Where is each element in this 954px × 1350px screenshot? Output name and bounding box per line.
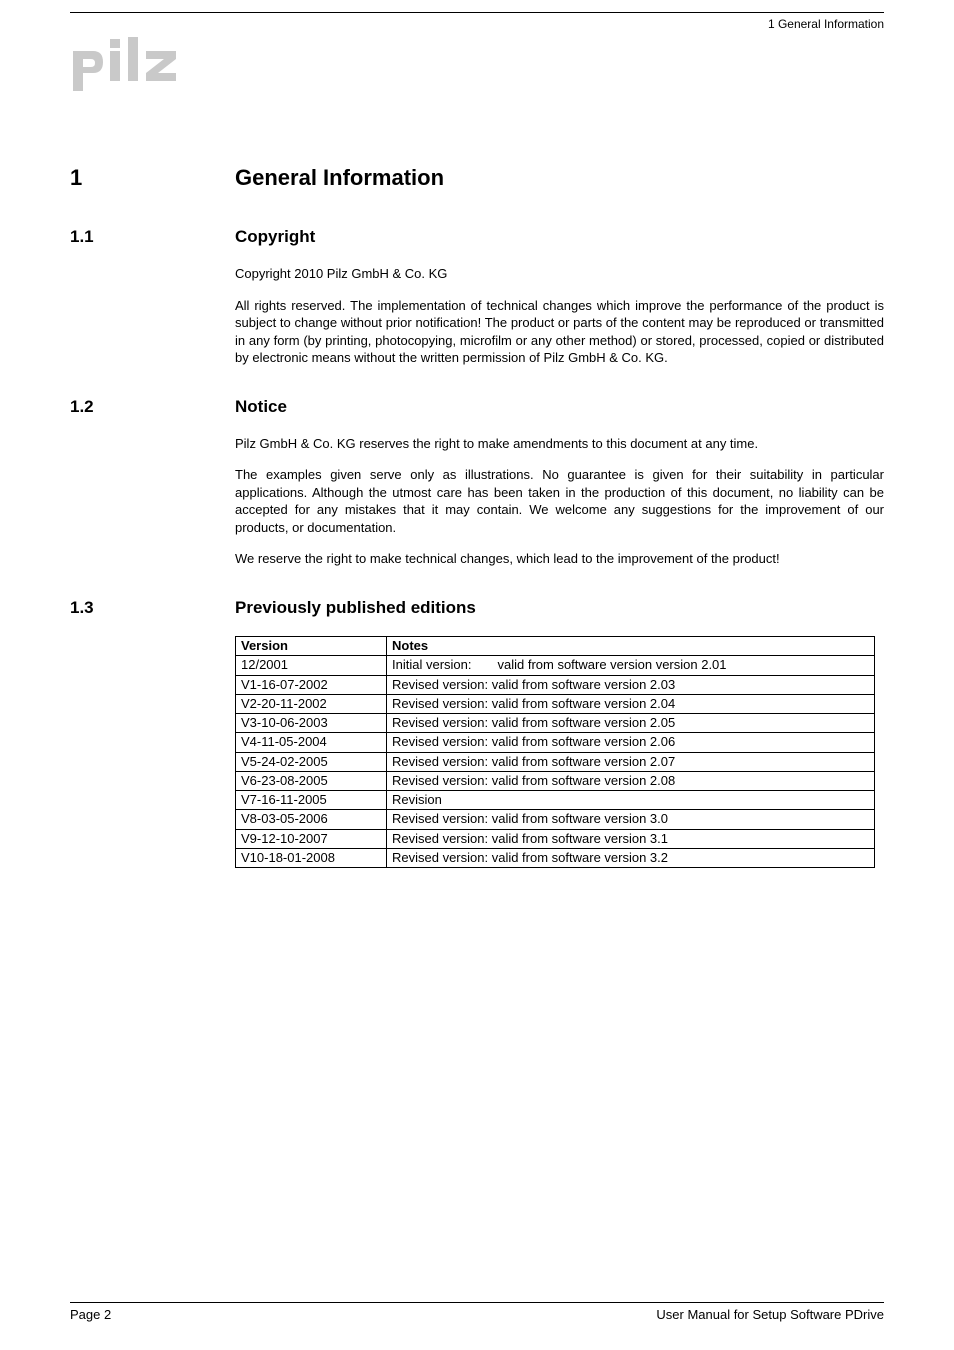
table-cell: V8-03-05-2006 [236, 810, 387, 829]
table-cell: V7-16-11-2005 [236, 791, 387, 810]
paragraph: The examples given serve only as illustr… [235, 466, 884, 536]
h2-number: 1.1 [70, 227, 235, 247]
table-row: V1-16-07-2002Revised version: valid from… [236, 675, 875, 694]
table-row: V6-23-08-2005Revised version: valid from… [236, 771, 875, 790]
table-header: Version [236, 637, 387, 656]
table-cell: V1-16-07-2002 [236, 675, 387, 694]
table-cell: Revised version: valid from software ver… [387, 675, 875, 694]
version-table: Version Notes 12/2001Initial version: va… [235, 636, 875, 868]
h1-title: General Information [235, 165, 444, 191]
table-cell: Revised version: valid from software ver… [387, 714, 875, 733]
h2-title: Previously published editions [235, 598, 476, 618]
table-header-row: Version Notes [236, 637, 875, 656]
table-cell: Initial version: valid from software ver… [387, 656, 875, 675]
h2-number: 1.3 [70, 598, 235, 618]
table-cell: V3-10-06-2003 [236, 714, 387, 733]
header-section-label: 1 General Information [70, 17, 884, 31]
table-cell: Revised version: valid from software ver… [387, 694, 875, 713]
table-cell: V5-24-02-2005 [236, 752, 387, 771]
table-cell: Revised version: valid from software ver… [387, 733, 875, 752]
pilz-logo [70, 37, 884, 95]
table-cell: 12/2001 [236, 656, 387, 675]
h2-title: Notice [235, 397, 287, 417]
table-row: 12/2001Initial version: valid from softw… [236, 656, 875, 675]
table-row: V3-10-06-2003Revised version: valid from… [236, 714, 875, 733]
paragraph: Pilz GmbH & Co. KG reserves the right to… [235, 435, 884, 453]
table-cell: V2-20-11-2002 [236, 694, 387, 713]
h2-title: Copyright [235, 227, 315, 247]
table-row: V4-11-05-2004Revised version: valid from… [236, 733, 875, 752]
footer-page: Page 2 [70, 1307, 111, 1322]
table-row: V5-24-02-2005Revised version: valid from… [236, 752, 875, 771]
paragraph: All rights reserved. The implementation … [235, 297, 884, 367]
table-row: V8-03-05-2006Revised version: valid from… [236, 810, 875, 829]
table-cell: V10-18-01-2008 [236, 848, 387, 867]
footer-rule [70, 1302, 884, 1303]
table-cell: Revision [387, 791, 875, 810]
table-cell: Revised version: valid from software ver… [387, 848, 875, 867]
h1-number: 1 [70, 165, 235, 191]
h2-number: 1.2 [70, 397, 235, 417]
table-cell: V4-11-05-2004 [236, 733, 387, 752]
header-rule [70, 12, 884, 13]
table-row: V9-12-10-2007Revised version: valid from… [236, 829, 875, 848]
table-cell: Revised version: valid from software ver… [387, 810, 875, 829]
table-header: Notes [387, 637, 875, 656]
footer-title: User Manual for Setup Software PDrive [656, 1307, 884, 1322]
table-row: V7-16-11-2005Revision [236, 791, 875, 810]
paragraph: Copyright 2010 Pilz GmbH & Co. KG [235, 265, 884, 283]
table-row: V10-18-01-2008Revised version: valid fro… [236, 848, 875, 867]
table-cell: Revised version: valid from software ver… [387, 829, 875, 848]
table-cell: Revised version: valid from software ver… [387, 752, 875, 771]
table-cell: V9-12-10-2007 [236, 829, 387, 848]
table-row: V2-20-11-2002Revised version: valid from… [236, 694, 875, 713]
table-cell: V6-23-08-2005 [236, 771, 387, 790]
table-cell: Revised version: valid from software ver… [387, 771, 875, 790]
paragraph: We reserve the right to make technical c… [235, 550, 884, 568]
